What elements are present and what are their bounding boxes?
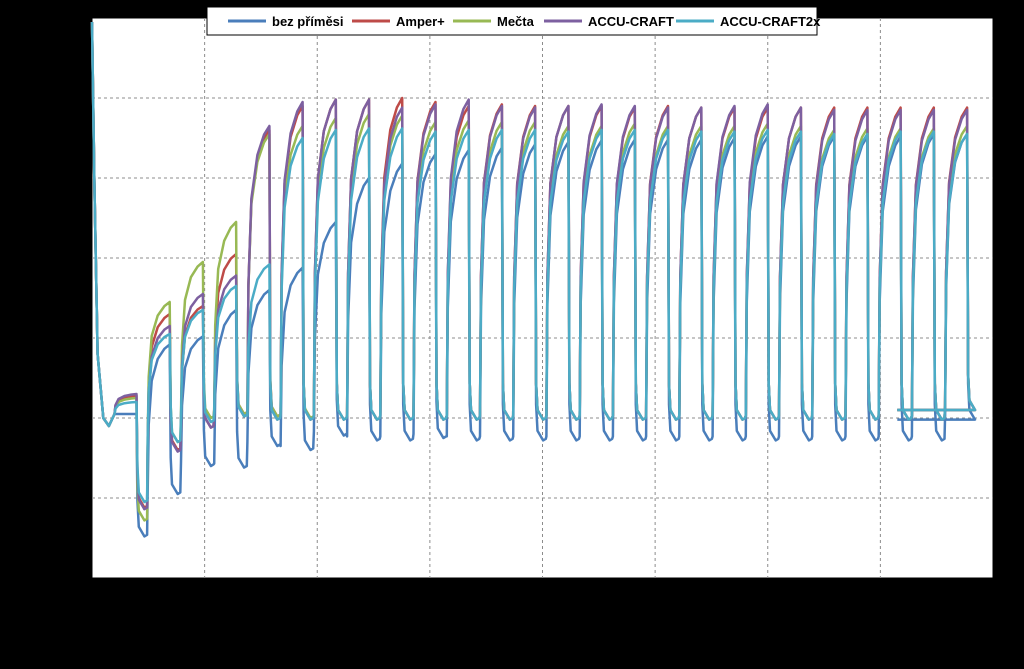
legend-box: [206, 6, 818, 36]
plot-area: [91, 17, 994, 579]
legend-label-accu-craft: ACCU-CRAFT: [588, 14, 674, 29]
legend-label-accu-craft2x: ACCU-CRAFT2x: [720, 14, 821, 29]
series-group: [90, 21, 977, 538]
legend-label-bez-primesi: bez příměsi: [272, 14, 344, 29]
legend-label-amper: Amper+: [396, 14, 445, 29]
legend: bez příměsi Amper+ Mečta ACCU-CRAFT ACCU-CRA…: [206, 6, 821, 36]
series-line-accu-craft2x: [90, 21, 977, 504]
legend-label-mecta: Mečta: [497, 14, 535, 29]
